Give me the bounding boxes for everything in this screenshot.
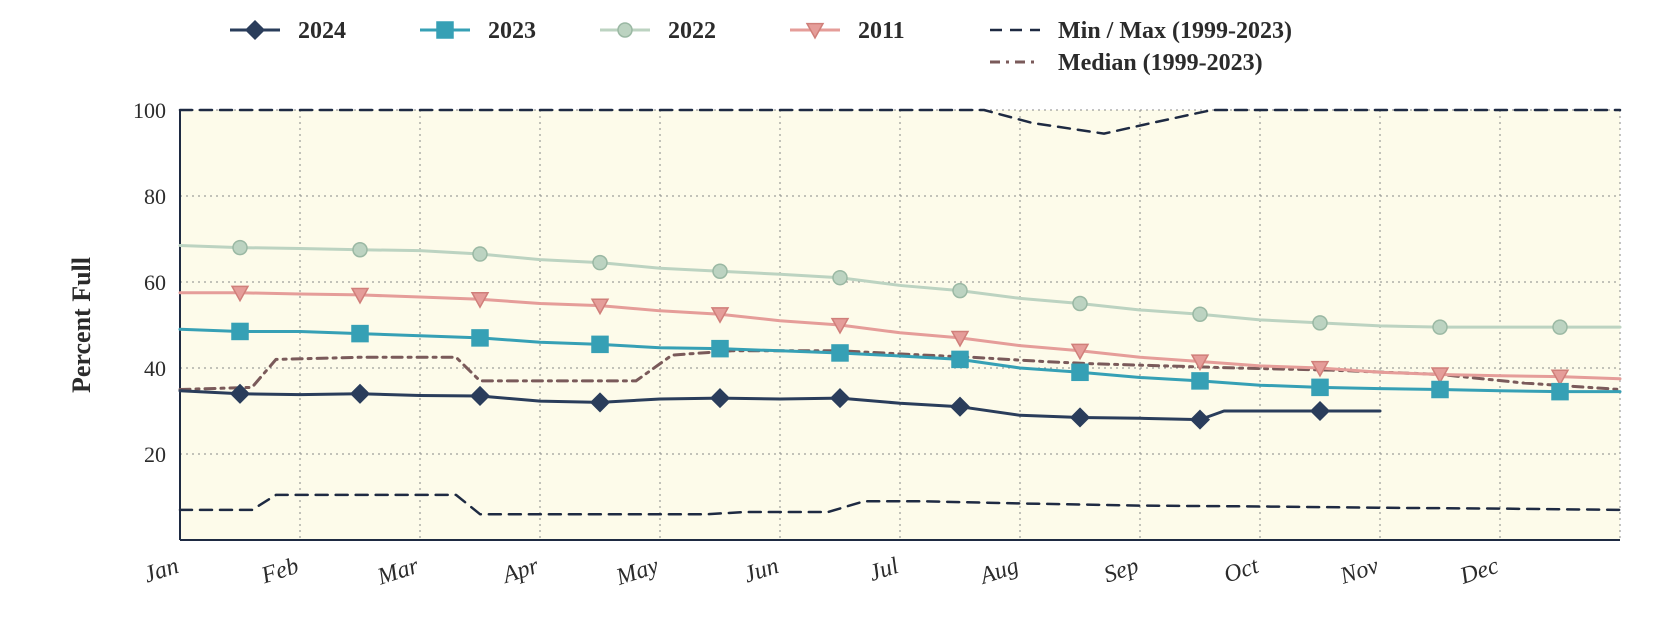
legend-label: 2023: [488, 18, 536, 44]
series-marker-s2022: [1193, 307, 1207, 321]
x-tick-label: Mar: [374, 553, 423, 591]
x-tick-label: Sep: [1101, 553, 1142, 588]
series-marker-s2022: [1313, 316, 1327, 330]
series-marker-s2023: [832, 345, 848, 361]
series-marker-s2023: [232, 323, 248, 339]
series-marker-s2023: [712, 341, 728, 357]
series-marker-s2022: [1553, 320, 1567, 334]
series-marker-s2023: [1432, 382, 1448, 398]
series-line-s2024: [240, 394, 360, 395]
series-marker-s2023: [472, 330, 488, 346]
series-marker-s2022: [593, 256, 607, 270]
legend-label: Min / Max (1999-2023): [1058, 18, 1292, 44]
legend-label: 2024: [298, 18, 346, 44]
series-marker-s2022: [833, 271, 847, 285]
series-marker-s2023: [1552, 384, 1568, 400]
x-tick-label: Dec: [1456, 553, 1502, 590]
legend-item-s2011: 2011: [790, 18, 905, 44]
series-marker-s2023: [352, 326, 368, 342]
series-line-s2024: [720, 398, 840, 399]
legend-label: 2011: [858, 18, 905, 44]
legend-item-minmax: Min / Max (1999-2023): [990, 18, 1292, 44]
legend-label: Median (1999-2023): [1058, 50, 1263, 76]
chart-container: 20 40 60 80 100 Percent Full Jan Feb Mar Apr May Ju…: [0, 0, 1680, 630]
y-tick-label: 40: [144, 356, 166, 381]
series-marker-s2022: [713, 264, 727, 278]
series-marker-s2022: [233, 241, 247, 255]
x-tick-label: Aug: [975, 553, 1022, 590]
y-tick-label: 100: [133, 98, 166, 123]
legend-label: 2022: [668, 18, 716, 44]
x-tick-label: Feb: [257, 553, 301, 590]
x-tick-label: Apr: [498, 553, 543, 590]
x-tick-label: Jun: [741, 553, 782, 588]
series-marker-s2022: [1073, 297, 1087, 311]
x-tick-label: Nov: [1336, 553, 1382, 590]
series-marker-s2024-legend: [246, 21, 264, 39]
x-tick-label: Oct: [1221, 553, 1263, 589]
series-marker-s2023: [1312, 379, 1328, 395]
x-tick-label: Jan: [141, 553, 182, 588]
y-axis-title: Percent Full: [67, 257, 96, 393]
line-chart-svg: 20 40 60 80 100 Percent Full Jan Feb Mar Apr May Ju…: [0, 0, 1680, 630]
series-marker-s2023: [592, 336, 608, 352]
x-tick-label: Jul: [866, 553, 902, 587]
series-marker-s2023: [1192, 373, 1208, 389]
series-marker-s2023: [1072, 364, 1088, 380]
series-marker-s2023: [952, 351, 968, 367]
legend-item-median: Median (1999-2023): [990, 50, 1263, 76]
y-tick-label: 80: [144, 184, 166, 209]
series-marker-s2022: [1433, 320, 1447, 334]
series-marker-s2022: [353, 243, 367, 257]
series-marker-s2022-legend: [618, 23, 632, 37]
y-tick-label: 20: [144, 442, 166, 467]
series-marker-s2023-legend: [437, 22, 453, 38]
y-tick-label: 60: [144, 270, 166, 295]
series-marker-s2022: [473, 247, 487, 261]
series-marker-s2022: [953, 284, 967, 298]
x-tick-label: May: [612, 553, 662, 591]
